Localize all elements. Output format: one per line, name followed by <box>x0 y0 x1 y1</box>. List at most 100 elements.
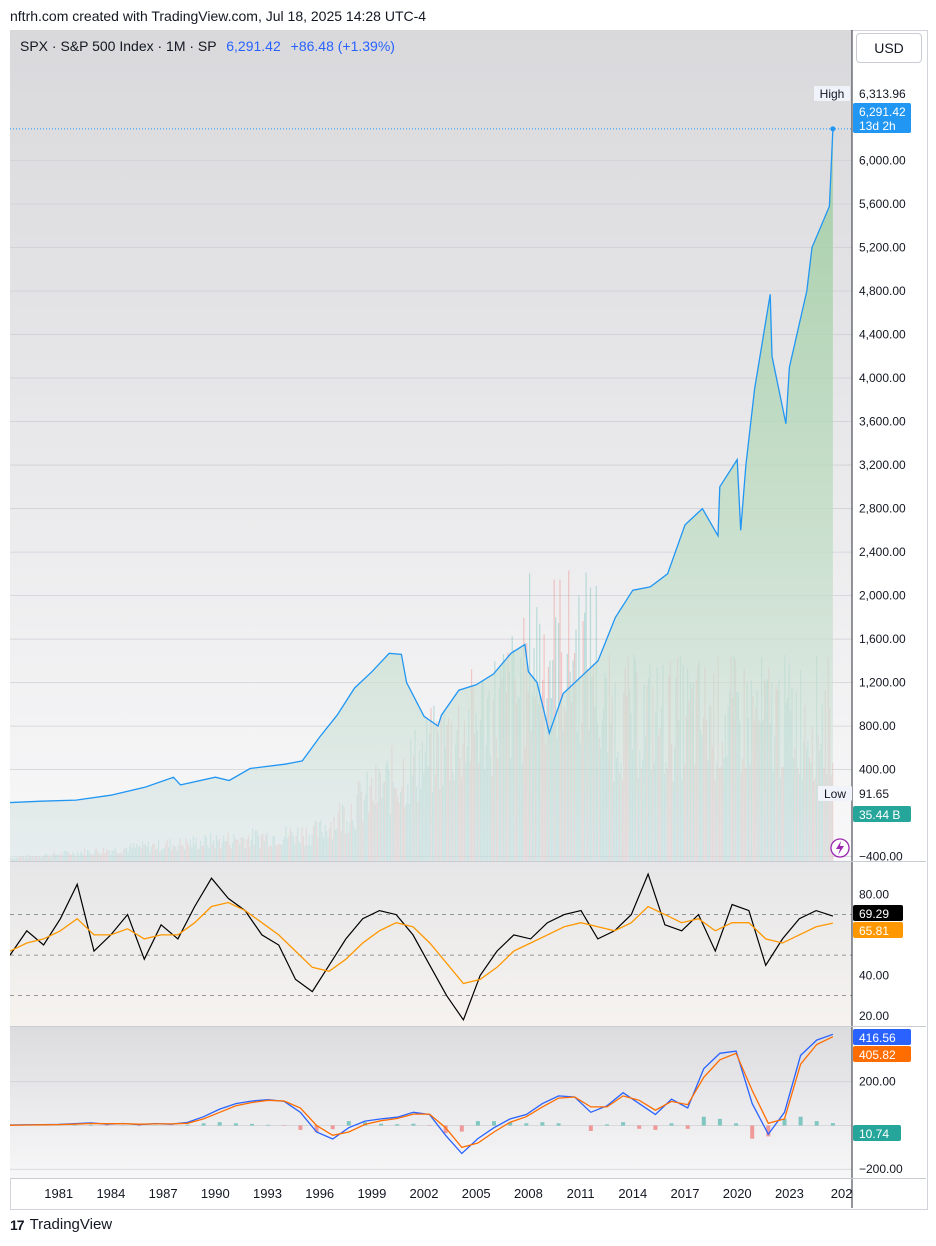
time-axis-tick: 1996 <box>305 1186 334 1201</box>
price-axis-tick: 4,800.00 <box>859 284 906 298</box>
macd-hist-bar <box>750 1125 755 1139</box>
rsi-value-tags: 69.29 65.81 <box>853 905 903 938</box>
macd-hist-bar <box>217 1122 222 1126</box>
time-axis-tick: 2008 <box>514 1186 543 1201</box>
macd-hist-value: 10.74 <box>859 1127 889 1141</box>
macd-signal-value: 405.82 <box>859 1048 896 1062</box>
rsi-value: 69.29 <box>859 907 889 921</box>
symbol-description: SPX · S&P 500 Index · 1M · SP <box>20 38 217 54</box>
macd-hist-bar <box>830 1123 835 1126</box>
macd-hist-bar <box>588 1125 593 1131</box>
high-value: 6,313.96 <box>859 87 906 101</box>
macd-hist-bar <box>637 1125 642 1129</box>
macd-hist-bar <box>475 1121 480 1126</box>
macd-hist-bar <box>443 1125 448 1134</box>
macd-hist-bar <box>492 1121 496 1126</box>
volume-value: 35.44 B <box>859 808 900 822</box>
time-axis-tick: 202 <box>831 1186 853 1201</box>
last-price-value: 6,291.42 <box>859 105 906 119</box>
macd-hist-bar <box>540 1122 545 1126</box>
price-axis-tick: −400.00 <box>859 850 903 864</box>
chart-attribution: nftrh.com created with TradingView.com, … <box>10 8 427 24</box>
macd-hist-bar <box>314 1125 319 1133</box>
macd-signal-line <box>10 1036 834 1149</box>
macd-hist-bar <box>346 1121 351 1126</box>
high-tag: High 6,313.96 <box>814 86 910 101</box>
rsi-axis-tick: 20.00 <box>859 1009 889 1023</box>
macd-hist-bar <box>459 1125 464 1132</box>
macd-hist-bar <box>524 1123 529 1126</box>
rsi-line <box>10 872 834 1022</box>
rsi-ma-line <box>10 901 834 985</box>
macd-histogram <box>10 1116 835 1139</box>
lightning-icon[interactable] <box>830 838 850 858</box>
tradingview-logo-icon: 17 <box>10 1216 25 1233</box>
bar-countdown: 13d 2h <box>859 119 896 133</box>
low-value: 91.65 <box>859 787 889 801</box>
macd-axis-tick: 200.00 <box>859 1075 896 1089</box>
last-price-marker <box>830 126 836 132</box>
chart-canvas[interactable]: 6,000.00 5,600.00 5,200.00 4,800.00 4,400.00… <box>10 30 926 1208</box>
macd-hist-bar <box>201 1123 206 1126</box>
volume-tag: 35.44 B <box>853 806 911 822</box>
macd-hist-bar <box>88 1124 93 1126</box>
macd-hist-bar <box>734 1123 739 1126</box>
macd-hist-bar <box>605 1124 609 1126</box>
macd-hist-bar <box>701 1116 706 1126</box>
rsi-axis-tick: 40.00 <box>859 968 889 982</box>
price-axis[interactable]: 6,000.00 5,600.00 5,200.00 4,800.00 4,400.00… <box>859 154 906 1177</box>
price-axis-tick: 3,200.00 <box>859 458 906 472</box>
symbol-legend[interactable]: SPX · S&P 500 Index · 1M · SP 6,291.42 +… <box>20 38 395 54</box>
currency-button[interactable]: USD <box>856 33 922 63</box>
macd-hist-bar <box>266 1124 271 1126</box>
price-axis-tick: 2,400.00 <box>859 545 906 559</box>
macd-hist-bar <box>669 1123 674 1126</box>
price-area-fill <box>10 128 833 861</box>
macd-hist-bar <box>298 1125 303 1130</box>
macd-value-tags: 416.56 405.82 10.74 <box>853 1029 911 1141</box>
footer-branding: 17 TradingView <box>10 1216 112 1233</box>
macd-hist-bar <box>717 1118 722 1126</box>
macd-grid <box>10 1081 852 1170</box>
price-line <box>10 128 834 804</box>
low-label: Low <box>824 787 846 801</box>
macd-hist-bar <box>395 1124 400 1126</box>
legend-change: +86.48 (+1.39%) <box>290 38 395 54</box>
time-axis-tick: 1987 <box>149 1186 178 1201</box>
time-axis-tick: 2023 <box>775 1186 804 1201</box>
price-axis-tick: 4,400.00 <box>859 328 906 342</box>
rsi-ma-value: 65.81 <box>859 924 889 938</box>
time-axis-tick: 2005 <box>462 1186 491 1201</box>
macd-hist-bar <box>798 1116 803 1126</box>
macd-value: 416.56 <box>859 1031 896 1045</box>
time-axis-tick: 2011 <box>567 1186 595 1201</box>
legend-last-price: 6,291.42 <box>226 38 281 54</box>
high-label: High <box>820 87 845 101</box>
time-axis-tick: 2014 <box>618 1186 647 1201</box>
time-axis-tick: 2017 <box>671 1186 700 1201</box>
macd-hist-bar <box>653 1125 658 1130</box>
macd-hist-bar <box>814 1121 819 1126</box>
price-axis-tick: 400.00 <box>859 763 896 777</box>
price-axis-tick: 4,000.00 <box>859 371 906 385</box>
price-axis-tick: 1,200.00 <box>859 676 906 690</box>
macd-axis-tick: −200.00 <box>859 1162 903 1176</box>
macd-hist-bar <box>330 1125 335 1130</box>
time-axis[interactable]: 1981 1984 1987 1990 1993 1996 1999 2002 2005 2008… <box>44 1186 852 1201</box>
price-axis-tick: 5,200.00 <box>859 241 906 255</box>
price-axis-tick: 6,000.00 <box>859 154 906 168</box>
last-price-tag: 6,291.42 13d 2h <box>853 103 911 133</box>
macd-hist-bar <box>782 1118 787 1126</box>
macd-hist-bar <box>185 1124 190 1126</box>
low-tag: Low 91.65 <box>818 786 889 801</box>
macd-hist-bar <box>250 1123 254 1126</box>
macd-hist-bar <box>685 1125 690 1129</box>
rsi-axis-tick: 80.00 <box>859 887 889 901</box>
footer-brand: TradingView <box>29 1216 113 1233</box>
price-axis-tick: 1,600.00 <box>859 632 906 646</box>
macd-hist-bar <box>508 1122 513 1126</box>
time-axis-tick: 1981 <box>44 1186 73 1201</box>
time-axis-tick: 1993 <box>253 1186 282 1201</box>
time-axis-tick: 2002 <box>410 1186 439 1201</box>
macd-hist-bar <box>621 1122 626 1126</box>
